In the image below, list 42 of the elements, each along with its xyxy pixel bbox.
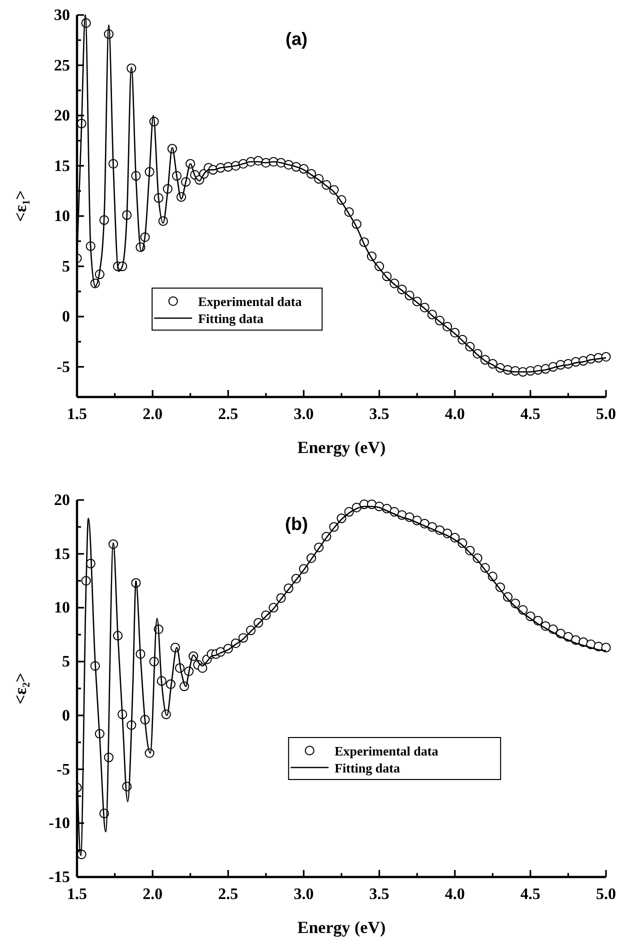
legend-label: Fitting data xyxy=(334,760,400,776)
x-tick-label: 4.5 xyxy=(520,886,540,903)
legend-label: Experimental data xyxy=(198,294,302,310)
legend-label: Experimental data xyxy=(334,744,439,759)
x-tick-label: 3.0 xyxy=(294,886,314,903)
x-tick-label: 3.5 xyxy=(369,406,390,423)
y-tick-label: -5 xyxy=(56,358,70,376)
y-tick-label: 10 xyxy=(54,600,70,617)
y-tick-label: -10 xyxy=(48,815,70,832)
y-tick-label: 30 xyxy=(54,7,70,24)
x-tick-label: 2.5 xyxy=(218,406,238,423)
x-tick-label: 3.5 xyxy=(369,886,390,903)
x-tick-label: 1.5 xyxy=(67,406,87,423)
y-tick-label: -15 xyxy=(48,869,70,886)
y-tick-label: -5 xyxy=(56,761,70,778)
x-tick-label: 2.5 xyxy=(218,886,238,903)
y-tick-label: 0 xyxy=(62,707,70,724)
y-tick-label: 5 xyxy=(62,654,70,671)
y-tick-label: 15 xyxy=(54,546,70,563)
text: (b) xyxy=(285,514,308,534)
y-axis-title: <ε₂> xyxy=(11,672,30,704)
x-axis-title: Energy (eV) xyxy=(297,918,386,937)
text: (a) xyxy=(286,29,308,49)
legend-label: Fitting data xyxy=(198,311,264,326)
x-tick-label: 2.0 xyxy=(142,886,163,903)
y-tick-label: 20 xyxy=(54,108,70,125)
y-tick-label: 5 xyxy=(62,258,70,276)
x-tick-label: 3.0 xyxy=(294,406,314,423)
x-tick-label: 1.5 xyxy=(67,886,87,903)
x-tick-label: 4.0 xyxy=(444,406,465,423)
y-tick-label: 10 xyxy=(54,208,70,226)
x-tick-label: 5.0 xyxy=(596,406,616,423)
x-tick-label: 5.0 xyxy=(596,886,616,903)
y-axis-title: <ε₁> xyxy=(11,190,30,222)
y-tick-label: 15 xyxy=(54,158,70,175)
x-tick-label: 2.0 xyxy=(142,406,163,423)
y-tick-label: 25 xyxy=(54,57,70,74)
y-tick-label: 0 xyxy=(62,308,70,326)
y-tick-label: 20 xyxy=(54,492,70,509)
x-tick-label: 4.0 xyxy=(444,886,465,903)
x-axis-title: Energy (eV) xyxy=(297,438,386,457)
x-tick-label: 4.5 xyxy=(520,406,540,423)
